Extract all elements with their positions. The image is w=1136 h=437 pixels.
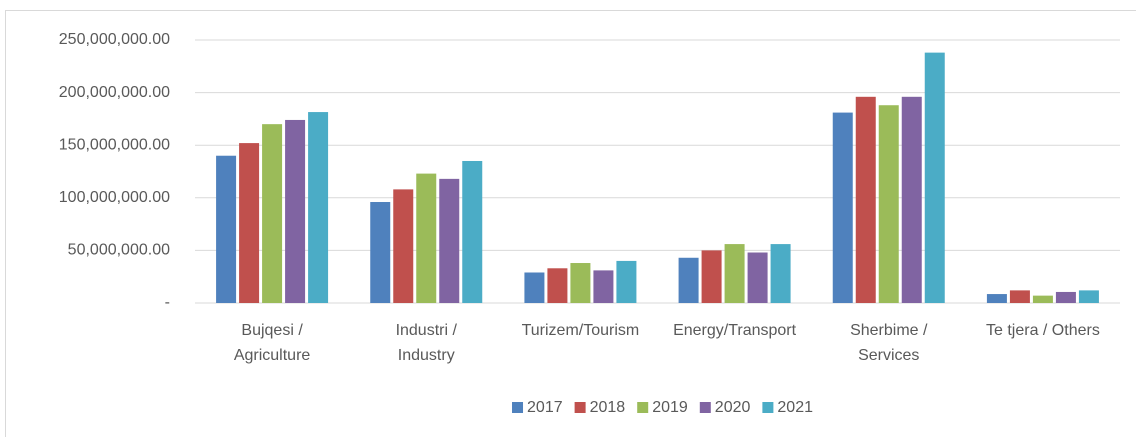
bar <box>239 143 260 303</box>
bar <box>901 96 922 303</box>
bar <box>878 105 899 303</box>
legend-swatch <box>512 402 524 413</box>
bar <box>439 178 460 303</box>
legend-swatch <box>637 402 649 413</box>
bar <box>986 294 1007 303</box>
y-tick-label: 50,000,000.00 <box>68 242 170 259</box>
x-tick-label: Agriculture <box>234 347 311 364</box>
y-tick-label: 250,000,000.00 <box>59 31 170 48</box>
bar <box>370 202 391 303</box>
bar <box>547 268 568 303</box>
y-tick-label: 150,000,000.00 <box>59 136 170 153</box>
x-tick-label: Turizem/Tourism <box>522 322 640 339</box>
x-tick-label: Industry <box>398 347 455 364</box>
legend-label: 2017 <box>527 399 563 416</box>
bar <box>1009 290 1030 303</box>
bar <box>616 260 637 303</box>
bar <box>462 160 483 303</box>
bar <box>1032 295 1053 303</box>
legend-label: 2020 <box>715 399 751 416</box>
legend-swatch <box>574 402 586 413</box>
x-tick-label: Services <box>858 347 919 364</box>
bar <box>1078 290 1099 303</box>
x-tick-label: Bujqesi / <box>241 322 303 339</box>
y-tick-label: - <box>165 294 170 311</box>
legend-swatch <box>762 402 774 413</box>
chart-border <box>5 10 1136 437</box>
bar <box>524 272 545 303</box>
bar <box>855 96 876 303</box>
bar <box>593 270 614 303</box>
bar <box>1055 291 1076 303</box>
bar <box>285 119 306 304</box>
bar <box>701 250 722 303</box>
bar <box>724 244 745 303</box>
y-tick-label: 200,000,000.00 <box>59 84 170 101</box>
bar <box>393 189 414 303</box>
legend-label: 2021 <box>777 399 813 416</box>
bar <box>308 112 329 303</box>
bar <box>924 52 945 304</box>
x-tick-label: Sherbime / <box>850 322 928 339</box>
y-tick-label: 100,000,000.00 <box>59 189 170 206</box>
x-tick-label: Te tjera / Others <box>986 322 1100 339</box>
bar <box>570 263 591 303</box>
x-tick-label: Energy/Transport <box>673 322 797 339</box>
x-tick-label: Industri / <box>396 322 458 339</box>
bar <box>770 244 791 303</box>
legend-label: 2018 <box>590 399 626 416</box>
legend-swatch <box>699 402 711 413</box>
bar <box>262 124 283 303</box>
bar <box>832 112 853 303</box>
bar <box>747 252 768 303</box>
bar <box>216 155 237 303</box>
bar <box>416 173 437 303</box>
legend-label: 2019 <box>652 399 688 416</box>
bar <box>678 257 699 303</box>
